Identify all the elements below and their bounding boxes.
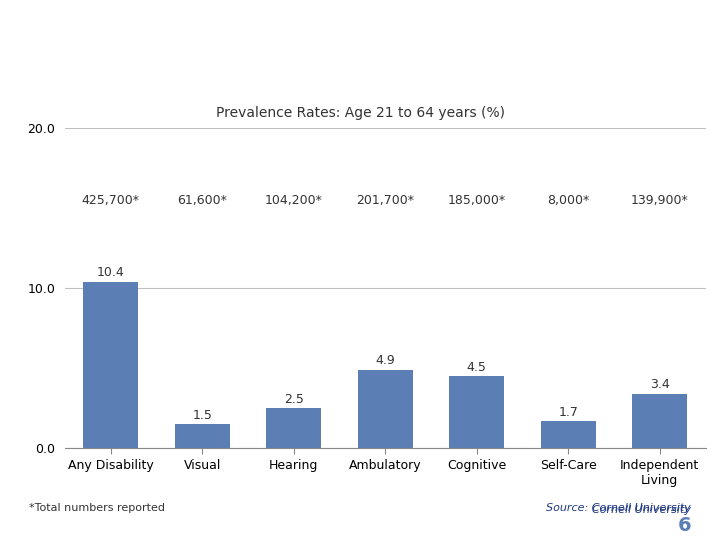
Bar <box>449 376 504 448</box>
Text: 3.4: 3.4 <box>650 379 670 392</box>
Bar <box>358 370 413 448</box>
Text: 1.7: 1.7 <box>558 406 578 419</box>
Text: People Ages 21 to 64 in Washington in 2012: People Ages 21 to 64 in Washington in 20… <box>83 61 637 81</box>
Text: 6: 6 <box>678 516 691 535</box>
Text: 2.5: 2.5 <box>284 393 304 406</box>
Text: 201,700*: 201,700* <box>356 193 414 206</box>
Text: 104,200*: 104,200* <box>265 193 323 206</box>
Bar <box>541 421 595 448</box>
Text: Source: Cornell University: Source: Cornell University <box>546 503 691 512</box>
Text: 139,900*: 139,900* <box>631 193 689 206</box>
Bar <box>83 282 138 448</box>
Text: 4.5: 4.5 <box>467 361 487 374</box>
Text: *Total numbers reported: *Total numbers reported <box>29 503 165 512</box>
Text: 425,700*: 425,700* <box>81 193 140 206</box>
Text: 4.9: 4.9 <box>375 354 395 367</box>
Text: Prevalence of Disability Among Non-Institutionalized: Prevalence of Disability Among Non-Insti… <box>27 18 693 38</box>
Bar <box>175 424 230 448</box>
Text: 8,000*: 8,000* <box>547 193 590 206</box>
Text: Prevalence Rates: Age 21 to 64 years (%): Prevalence Rates: Age 21 to 64 years (%) <box>215 106 505 120</box>
Text: 185,000*: 185,000* <box>448 193 506 206</box>
Bar <box>632 394 688 448</box>
Text: Cornell University: Cornell University <box>536 505 691 515</box>
Bar <box>266 408 321 448</box>
Text: 1.5: 1.5 <box>192 409 212 422</box>
Text: 10.4: 10.4 <box>96 266 125 279</box>
Text: 61,600*: 61,600* <box>177 193 227 206</box>
